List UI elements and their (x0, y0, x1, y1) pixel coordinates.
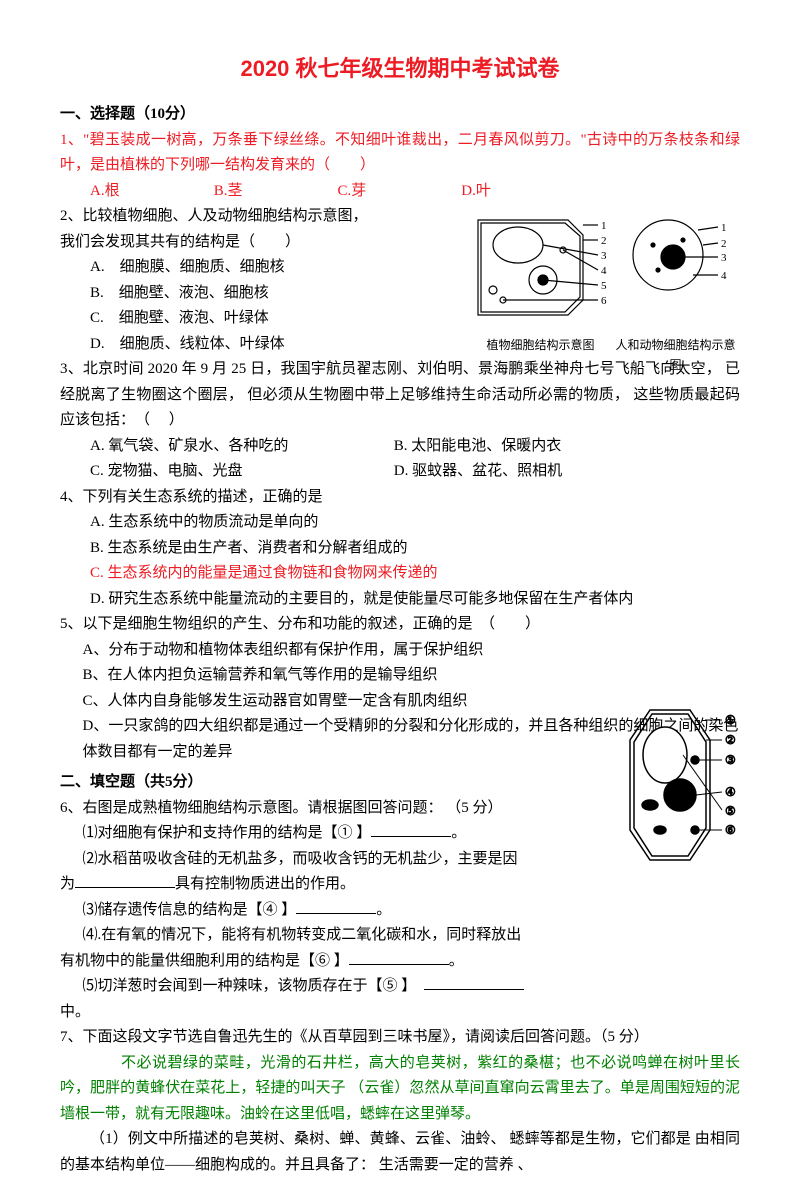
svg-text:2: 2 (601, 235, 607, 247)
page-title: 2020 秋七年级生物期中考试试卷 (60, 50, 740, 87)
q1-opt-a: A.根 (90, 179, 210, 205)
q1-opt-d: D.叶 (461, 179, 581, 205)
q6-p2c-row: 为 具有控制物质进出的作用。 (60, 872, 570, 898)
q1-text: 1、"碧玉装成一树高，万条垂下绿丝绦。不知细叶谁裁出，二月春风似剪刀。"古诗中的… (60, 128, 740, 179)
q6-p2a: ⑵水稻苗吸收含硅的无机盐多，而吸收含钙的无机盐少，主要是因 (83, 851, 518, 867)
svg-text:1: 1 (721, 222, 727, 234)
q6-p3b: 。 (376, 902, 391, 918)
svg-text:3: 3 (601, 250, 607, 262)
q6-p2: ⑵水稻苗吸收含硅的无机盐多，而吸收含钙的无机盐少，主要是因 (60, 847, 570, 873)
q6-p5b: 中。 (60, 1000, 740, 1026)
q6-p2c: 具有控制物质进出的作用。 (175, 876, 355, 892)
cell-diagram-q2: 1 2 3 4 5 6 1 2 3 4 植物细胞结构示意图 人和动物细胞结构示意… (468, 205, 738, 325)
q6-p5: ⑸切洋葱时会闻到一种辣味，该物质存在于【⑤ 】 (60, 974, 740, 1000)
q6-p4b-row: 有机物中的能量供细胞利用的结构是【⑥ 】 。 (60, 949, 570, 975)
blank-1[interactable] (371, 822, 451, 837)
q6-p3a: ⑶储存遗传信息的结构是【④ 】 (83, 902, 297, 918)
q6-p4a: ⑷.在有氧的情况下，能将有机物转变成二氧化碳和水，同时释放出 (83, 927, 522, 943)
q4-text: 4、下列有关生态系统的描述，正确的是 (60, 485, 740, 511)
q1-opt-c: C.芽 (338, 179, 458, 205)
svg-text:③: ③ (725, 753, 736, 767)
q2-line1: 2、比较植物细胞、人及动物细胞结构示意图， (60, 204, 440, 230)
q7-p1: （1）例文中所描述的皂荚树、桑树、蝉、黄蜂、云雀、油蛉、 蟋蟀等都是生物，它们都… (60, 1127, 740, 1178)
q4-opt-c: C. 生态系统内的能量是通过食物链和食物网来传递的 (60, 561, 740, 587)
svg-text:1: 1 (601, 220, 607, 232)
caption-plant-cell: 植物细胞结构示意图 (468, 335, 613, 376)
section1-header: 一、选择题（10分） (60, 102, 740, 128)
svg-text:④: ④ (725, 785, 736, 799)
q6-p4a-row: ⑷.在有氧的情况下，能将有机物转变成二氧化碳和水，同时释放出 (60, 923, 570, 949)
q7-intro: 7、下面这段文字节选自鲁迅先生的《从百草园到三味书屋》，请阅读后回答问题。（5 … (60, 1025, 740, 1051)
q3-opt-a: A. 氧气袋、矿泉水、各种吃的 (90, 434, 390, 460)
q1-opt-b: B.茎 (214, 179, 334, 205)
q3-opt-d: D. 驱蚊器、盆花、照相机 (394, 459, 562, 485)
svg-text:⑥: ⑥ (725, 823, 736, 837)
svg-text:4: 4 (721, 270, 727, 282)
blank-4[interactable] (349, 950, 449, 965)
svg-text:2: 2 (721, 238, 727, 250)
q4-opt-d: D. 研究生态系统中能量流动的主要目的，就是使能量尽可能多地保留在生产者体内 (60, 587, 740, 613)
svg-text:②: ② (725, 733, 736, 747)
q1-options: A.根 B.茎 C.芽 D.叶 (60, 179, 740, 205)
svg-text:6: 6 (601, 295, 607, 307)
blank-2[interactable] (75, 873, 175, 888)
q3-row2: C. 宠物猫、电脑、光盘 D. 驱蚊器、盆花、照相机 (60, 459, 740, 485)
blank-5[interactable] (424, 975, 524, 990)
svg-text:①: ① (725, 713, 736, 727)
q5-opt-a: A、分布于动物和植物体表组织都有保护作用，属于保护组织 (60, 638, 740, 664)
svg-text:3: 3 (721, 252, 727, 264)
q3-opt-c: C. 宠物猫、电脑、光盘 (90, 459, 390, 485)
q6-p1: ⑴对细胞有保护和支持作用的结构是【① 】 。 (60, 821, 570, 847)
svg-text:4: 4 (601, 265, 607, 277)
q3-row1: A. 氧气袋、矿泉水、各种吃的 B. 太阳能电池、保暖内衣 (60, 434, 740, 460)
q6-p2b: 为 (60, 876, 75, 892)
q6-p1a: ⑴对细胞有保护和支持作用的结构是【① 】 (83, 825, 372, 841)
q6-p4b: 有机物中的能量供细胞利用的结构是【⑥ 】 (60, 953, 349, 969)
svg-text:⑤: ⑤ (725, 804, 736, 818)
q6-p5a: ⑸切洋葱时会闻到一种辣味，该物质存在于【⑤ 】 (83, 978, 409, 994)
q6-p4c: 。 (449, 953, 464, 969)
blank-3[interactable] (296, 899, 376, 914)
q4-opt-b: B. 生态系统是由生产者、消费者和分解者组成的 (60, 536, 740, 562)
q5-text: 5、以下是细胞生物组织的产生、分布和功能的叙述，正确的是 （ ） (60, 612, 740, 638)
caption-animal-cell: 人和动物细胞结构示意图 (613, 335, 738, 376)
q3-opt-b: B. 太阳能电池、保暖内衣 (394, 434, 562, 460)
q4-opt-a: A. 生态系统中的物质流动是单向的 (60, 510, 740, 536)
svg-text:5: 5 (601, 280, 607, 292)
q2-line2: 我们会发现其共有的结构是（ ） (60, 230, 440, 256)
q6-p3: ⑶储存遗传信息的结构是【④ 】 。 (60, 898, 570, 924)
q7-body: 不必说碧绿的菜畦，光滑的石井栏，高大的皂荚树，紫红的桑椹；也不必说鸣蝉在树叶里长… (60, 1051, 740, 1128)
q5-opt-b: B、在人体内担负运输营养和氧气等作用的是输导组织 (60, 663, 740, 689)
plant-cell-diagram-q6: ① ② ③ ④ ⑤ ⑥ (610, 700, 740, 870)
q6-p1b: 。 (451, 825, 466, 841)
